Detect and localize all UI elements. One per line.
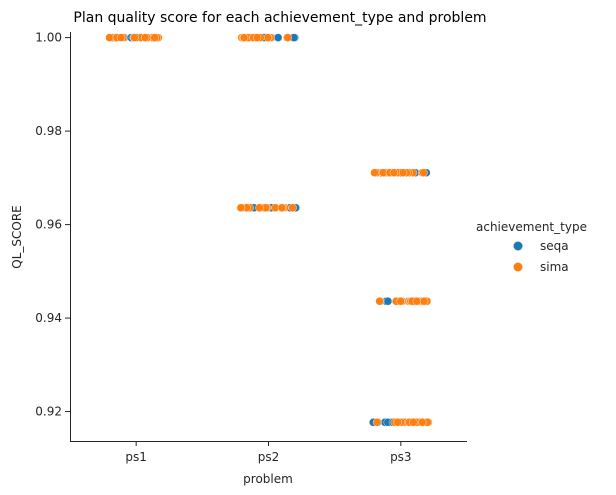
y-tick-label: 0.94 (35, 311, 62, 325)
y-tick-label: 0.92 (35, 405, 62, 419)
data-point-sima (288, 203, 297, 212)
legend-label-sima: sima (540, 260, 569, 274)
legend-label-seqa: seqa (540, 239, 569, 253)
data-point-sima (140, 33, 150, 42)
data-point-sima (116, 33, 126, 42)
y-axis-label: QL_SCORE (10, 205, 24, 269)
data-point-sima (252, 33, 262, 42)
x-tick-label: ps1 (125, 450, 147, 464)
x-tick-label: ps2 (258, 450, 280, 464)
data-point-sima (283, 33, 292, 42)
chart-title: Plan quality score for each achievement_… (73, 10, 486, 26)
data-point-sima (236, 203, 246, 212)
data-point-seqa (383, 297, 393, 306)
data-point-sima (419, 297, 429, 306)
y-tick-label: 0.96 (35, 218, 62, 232)
y-tick-label: 0.98 (35, 124, 62, 138)
legend: achievement_type seqa sima (476, 220, 587, 274)
data-point-sima (263, 33, 273, 42)
legend-marker-seqa (513, 241, 523, 251)
data-point-sima (277, 203, 287, 212)
data-point-sima (372, 418, 382, 427)
data-point-sima (409, 418, 418, 427)
data-point-sima (375, 297, 384, 306)
data-point-sima (393, 418, 402, 427)
legend-marker-sima (513, 262, 523, 272)
data-point-sima (150, 33, 159, 42)
x-axis-ticks: ps1 ps2 ps3 (125, 441, 412, 464)
data-point-sima (370, 168, 379, 177)
legend-title: achievement_type (476, 220, 587, 234)
data-point-seqa (273, 33, 283, 42)
x-tick-label: ps3 (390, 450, 412, 464)
y-tick-label: 1.00 (35, 31, 62, 45)
data-point-sima (130, 33, 139, 42)
data-point-sima (389, 168, 399, 177)
data-point-sima (105, 33, 114, 42)
data-point-sima (239, 33, 249, 42)
data-point-sima (398, 168, 408, 177)
data-point-sima (396, 297, 405, 306)
y-axis-ticks: 0.92 0.94 0.96 0.98 1.00 (35, 31, 70, 419)
data-point-sima (255, 203, 264, 212)
data-point-sima (412, 297, 422, 306)
data-point-sima (419, 168, 428, 177)
x-axis-label: problem (243, 472, 293, 486)
data-point-sima (418, 418, 427, 427)
plot-area (105, 33, 433, 427)
